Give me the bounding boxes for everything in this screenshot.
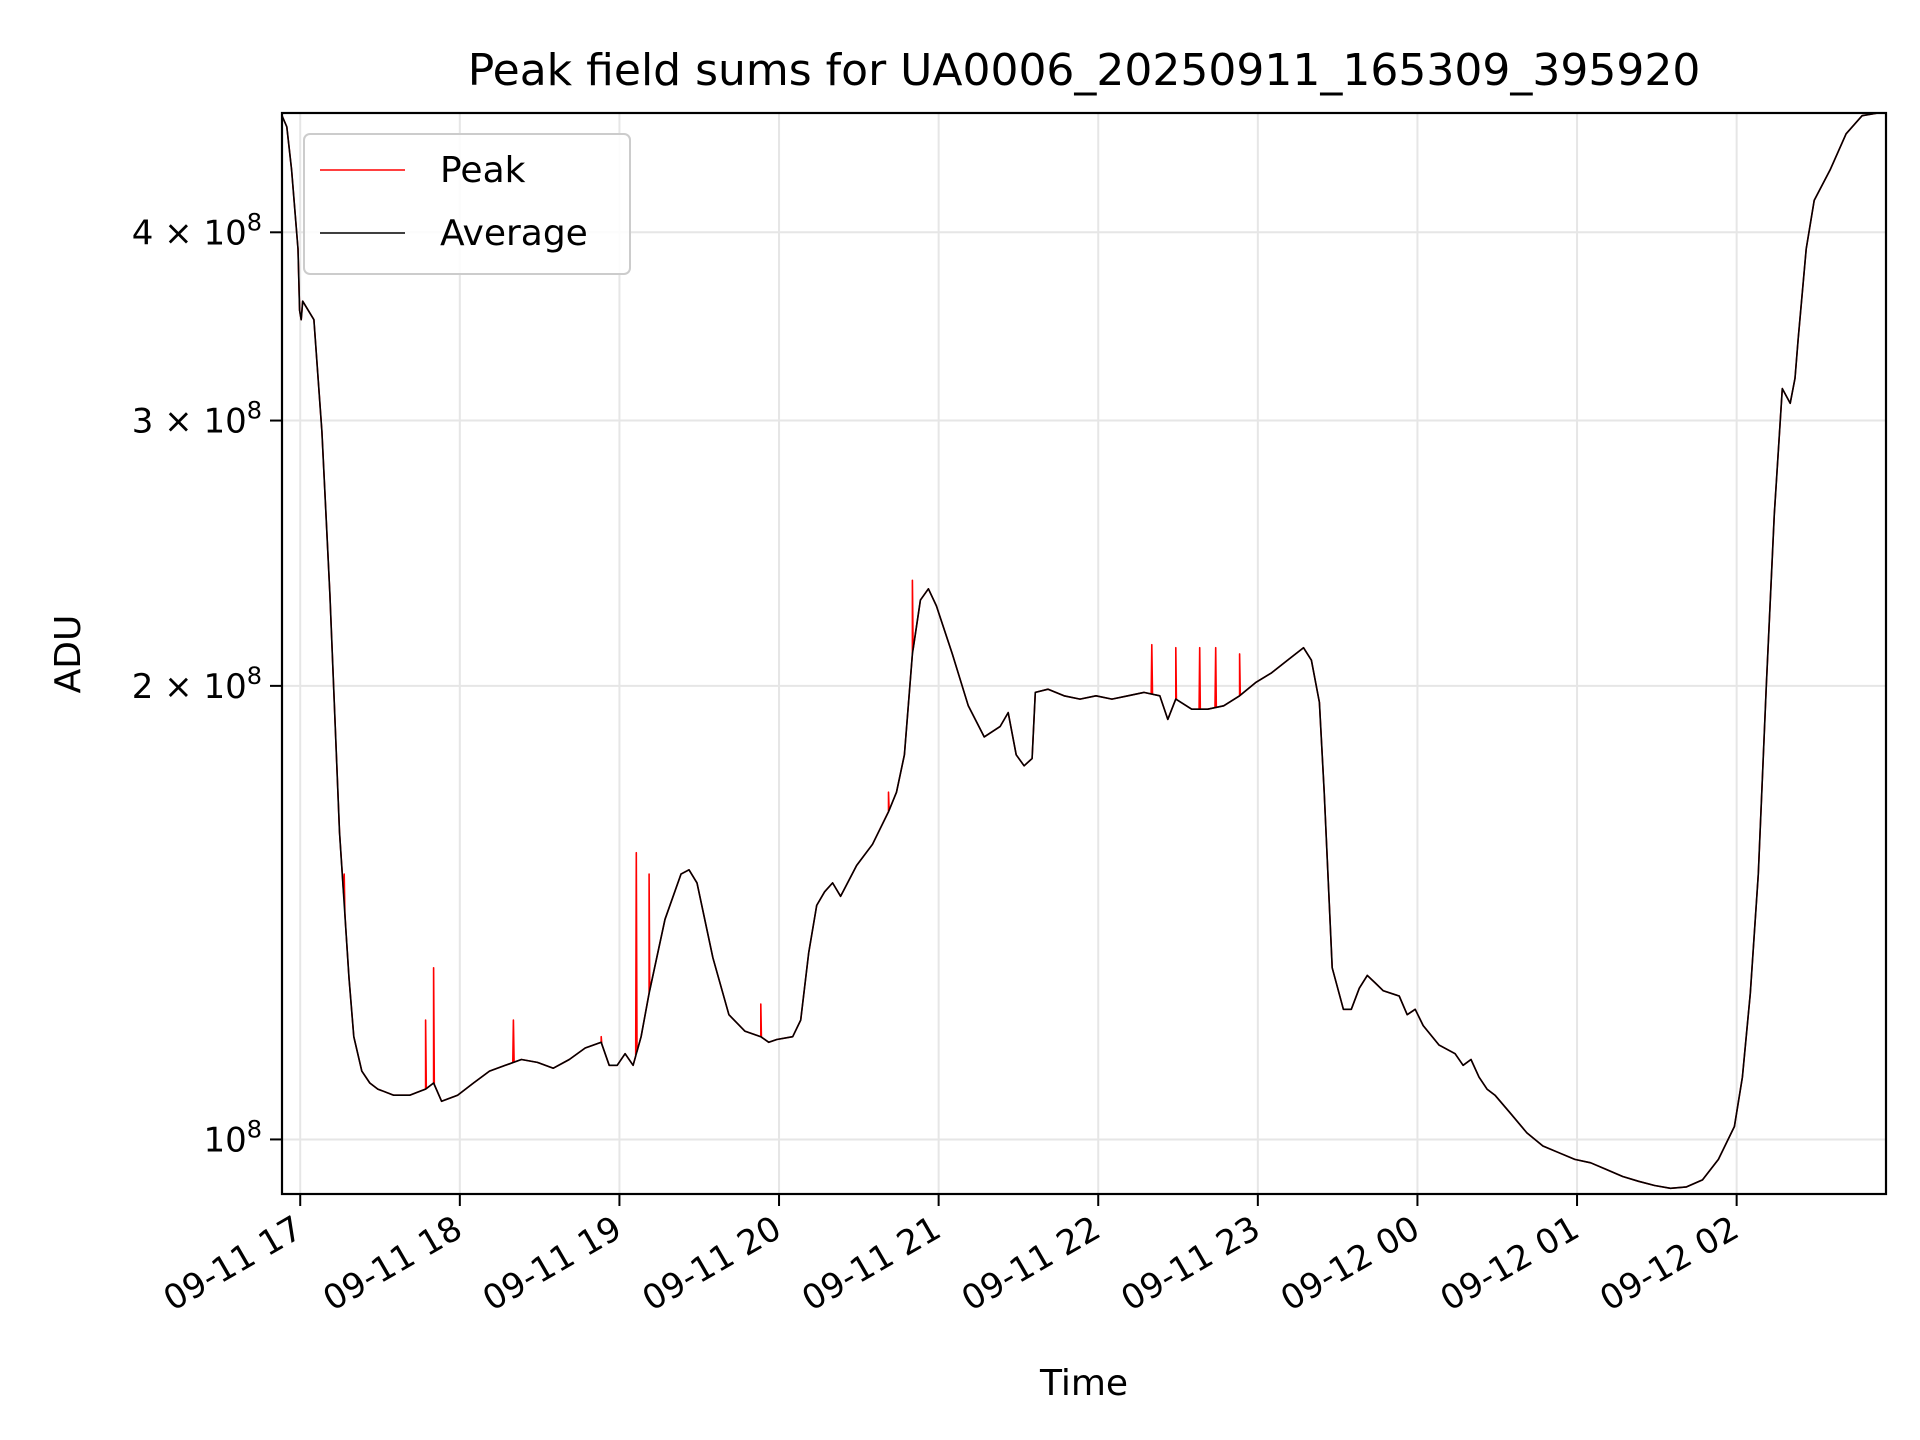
- legend-box: [303, 133, 631, 275]
- chart-title: Peak field sums for UA0006_20250911_1653…: [468, 45, 1701, 96]
- series-layer: [281, 112, 1879, 1190]
- x-tick-label: 09-11 20: [636, 1208, 788, 1319]
- legend: Peak Average: [303, 133, 631, 275]
- x-tick-label: 09-11 23: [1115, 1208, 1267, 1319]
- legend-label-peak: Peak: [440, 150, 526, 191]
- x-tick-label: 09-12 00: [1274, 1208, 1426, 1319]
- x-tick-label: 09-11 19: [476, 1208, 628, 1319]
- y-tick-label: 3 × 108: [132, 397, 262, 442]
- x-tick-label: 09-11 22: [955, 1208, 1107, 1319]
- x-tick-label: 09-11 18: [317, 1208, 469, 1319]
- x-tick-label: 09-11 17: [157, 1208, 309, 1319]
- legend-label-average: Average: [440, 213, 588, 254]
- x-tick-label: 09-12 02: [1593, 1208, 1745, 1319]
- plot-frame: [280, 111, 1888, 1196]
- x-tick-label: 09-11 21: [795, 1208, 947, 1319]
- x-axis: 09-11 17 09-11 18 09-11 19 09-11 20 09-11 21…: [157, 1194, 1746, 1319]
- y-tick-label: 4 × 108: [132, 208, 262, 253]
- grid: [282, 113, 1886, 1194]
- y-axis-title: ADU: [48, 615, 89, 694]
- series-line-average: [281, 112, 1879, 1190]
- y-tick-label: 108: [203, 1115, 262, 1160]
- x-axis-title: Time: [1039, 1363, 1128, 1404]
- y-tick-label: 2 × 108: [132, 662, 262, 707]
- y-axis: 108 2 × 108 3 × 108 4 × 108: [132, 208, 282, 1160]
- x-tick-label: 09-12 01: [1434, 1208, 1586, 1319]
